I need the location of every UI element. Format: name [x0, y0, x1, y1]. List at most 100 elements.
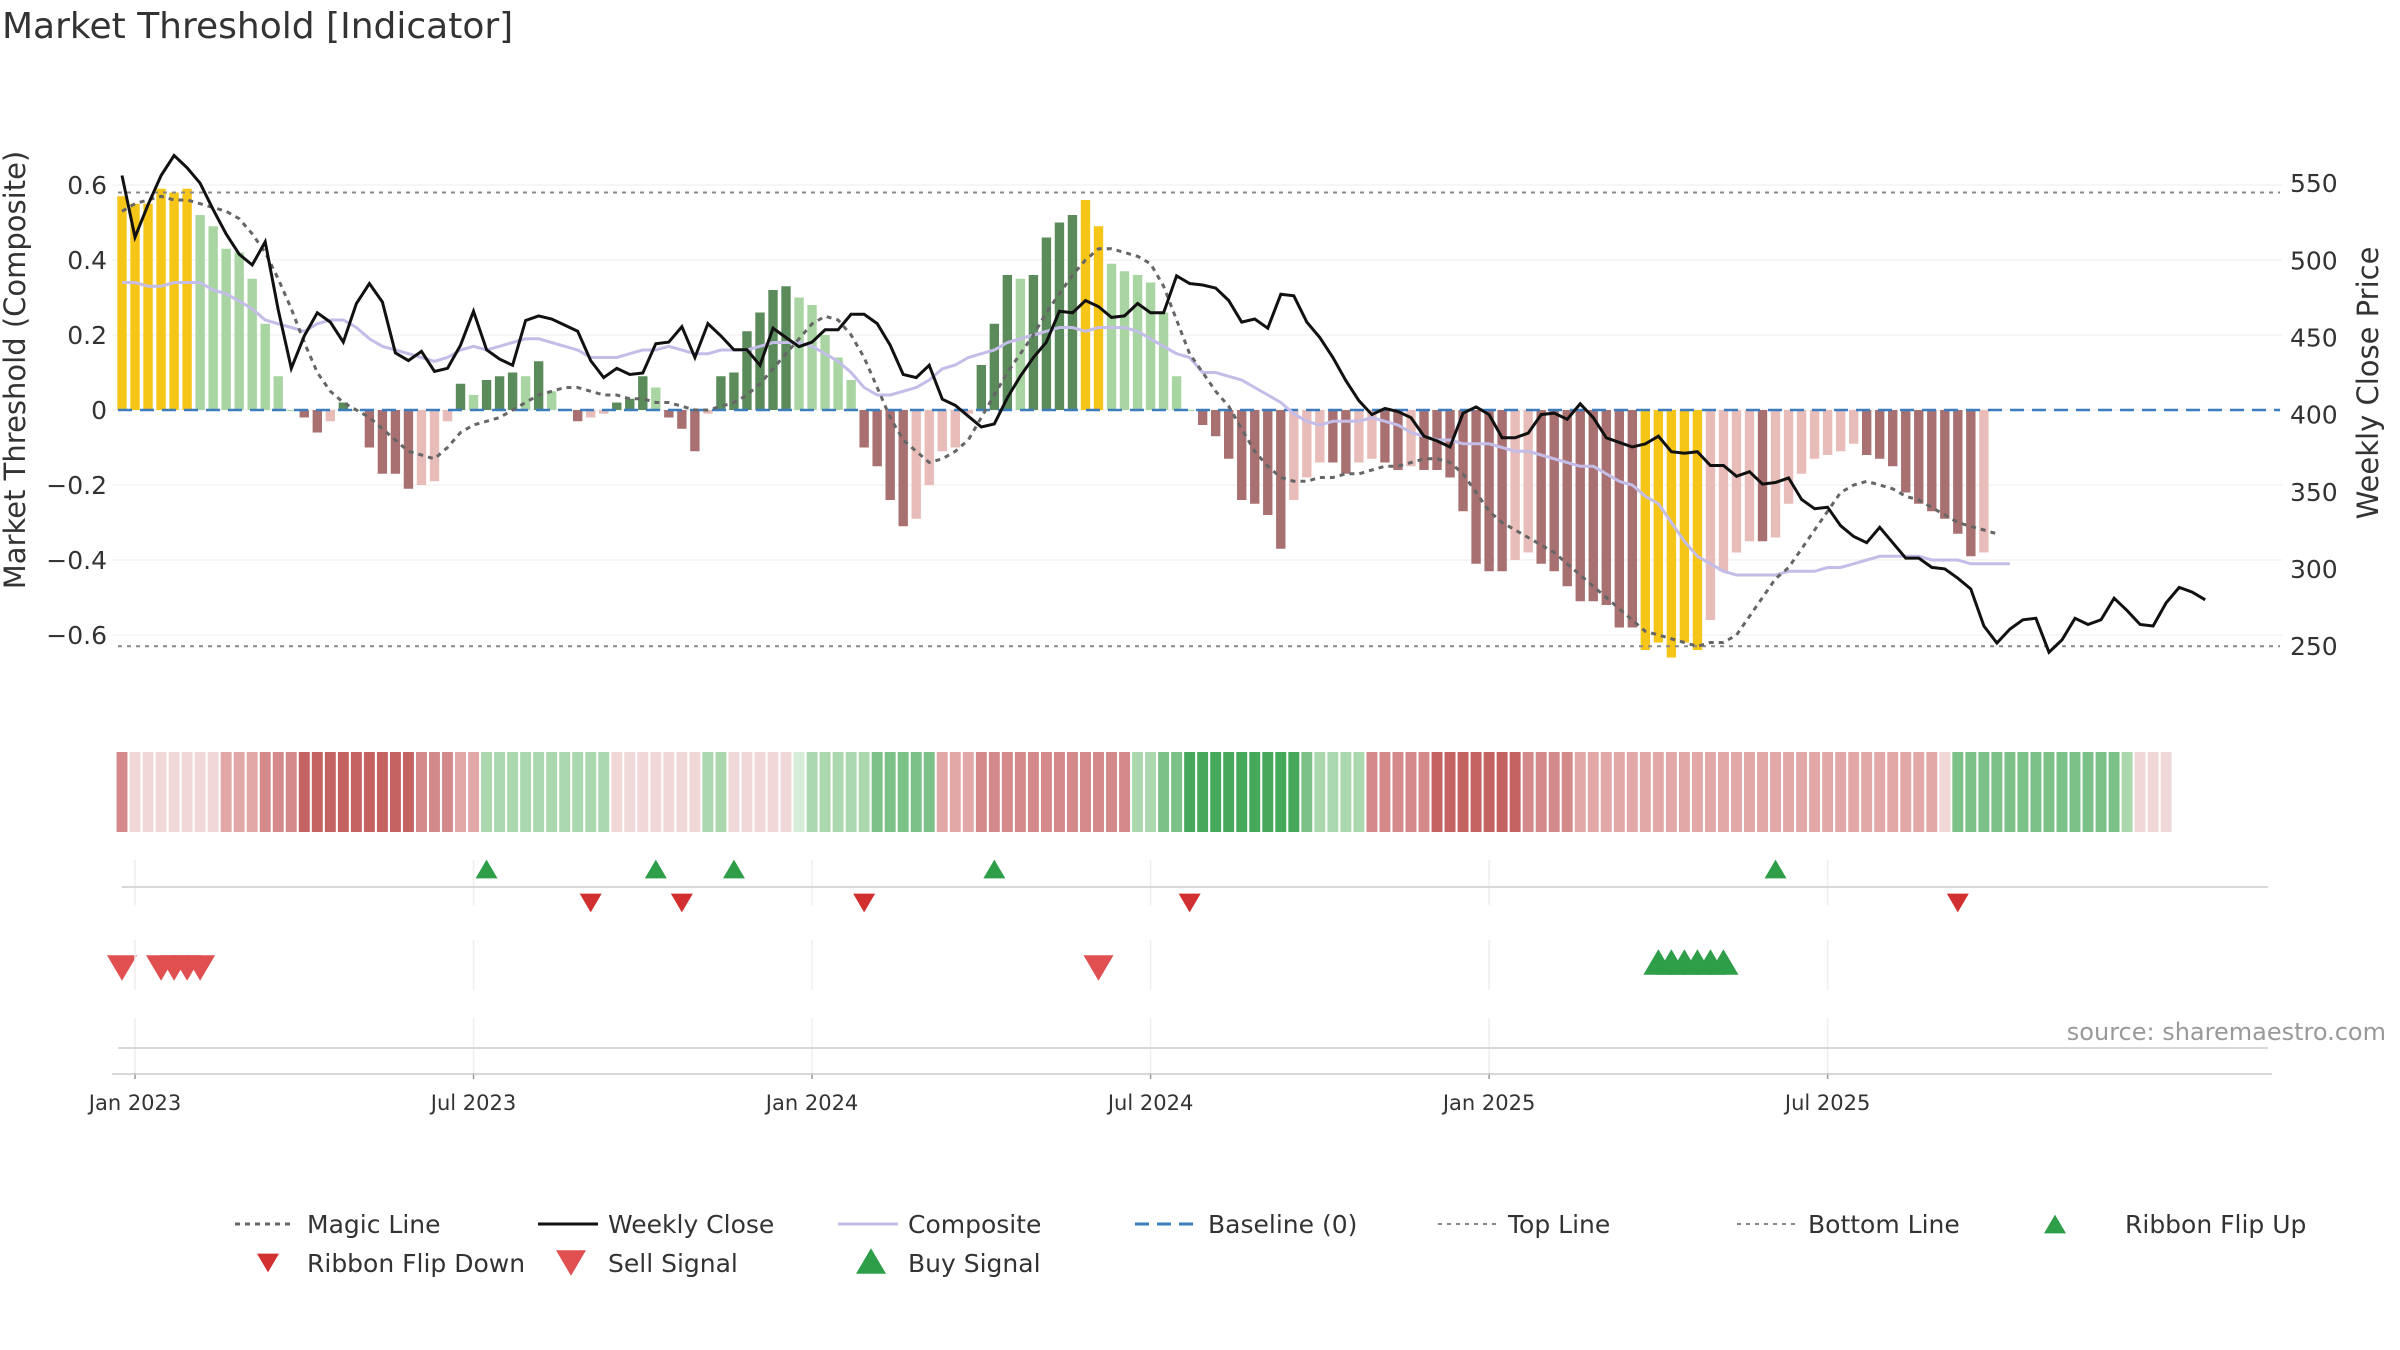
ribbon-cell — [1444, 752, 1456, 832]
ribbon-cell — [1887, 752, 1899, 832]
composite-bar — [924, 410, 934, 485]
ribbon-cell — [1106, 752, 1117, 832]
composite-bar — [429, 410, 440, 482]
x-tick-label-1: Jul 2023 — [429, 1091, 516, 1115]
ribbon-cell — [1197, 752, 1209, 832]
composite-bar — [1588, 410, 1598, 602]
ribbon-cell — [1431, 752, 1443, 832]
composite-bar — [1940, 410, 1950, 519]
ribbon-cell — [1965, 752, 1977, 832]
ribbon-cell — [2108, 752, 2120, 832]
ribbon-cell — [897, 752, 909, 832]
composite-bar — [677, 410, 687, 429]
ribbon-cell — [168, 752, 180, 832]
ribbon-cell — [350, 752, 362, 832]
ribbon-flip-up-marker — [475, 859, 498, 879]
ribbon-cell — [624, 752, 636, 832]
ribbon-cell — [1080, 752, 1091, 832]
composite-bar — [1106, 263, 1117, 410]
y-tick-right-3: 400 — [2290, 401, 2338, 430]
weekly-close-line — [120, 153, 2206, 655]
composite-bar — [1601, 410, 1611, 605]
composite-bar — [1406, 410, 1416, 467]
composite-bar — [338, 402, 349, 410]
legend-label-5: Bottom Line — [1808, 1210, 1960, 1239]
composite-bar — [976, 365, 987, 410]
ribbon-cell — [1027, 752, 1039, 832]
ribbon-cell — [1340, 752, 1352, 832]
ribbon-cell — [1770, 752, 1782, 832]
ribbon-cell — [1145, 752, 1157, 832]
ribbon-cell — [116, 752, 128, 832]
composite-bar — [221, 248, 231, 410]
ribbon-cell — [611, 752, 623, 832]
ribbon-cell — [194, 752, 206, 832]
ribbon-cell — [1288, 752, 1300, 832]
legend: Magic Line Weekly Close Composite Baseline … — [235, 1210, 2306, 1278]
ribbon-flip-up-marker — [1764, 859, 1787, 879]
ribbon-cell — [1835, 752, 1847, 832]
x-tick-label-2: Jan 2024 — [764, 1091, 859, 1115]
buy-signal-marker — [1708, 949, 1739, 975]
composite-bar — [273, 376, 283, 410]
ribbon-cell — [1783, 752, 1795, 832]
composite-bar — [442, 410, 453, 422]
ribbon-cell — [1483, 752, 1495, 832]
ribbon-cell — [324, 752, 336, 832]
composite-bar — [1549, 410, 1559, 572]
ribbon-cell — [663, 752, 675, 832]
legend-swatch-sell — [556, 1250, 586, 1276]
chart-title: Market Threshold [Indicator] — [2, 6, 513, 47]
ribbon-cell — [806, 752, 818, 832]
composite-bar — [1367, 410, 1377, 459]
composite-bar — [1510, 410, 1520, 560]
ribbon-cell — [1652, 752, 1664, 832]
composite-bar — [625, 398, 635, 410]
composite-bar — [195, 215, 205, 410]
composite-bar — [1679, 410, 1690, 643]
ribbon-cell — [1119, 752, 1131, 832]
sell-signal-marker — [107, 955, 137, 981]
composite-bar — [546, 391, 557, 410]
ribbon-cell — [1991, 752, 2003, 832]
composite-bar — [1914, 410, 1924, 504]
composite-bar — [494, 376, 505, 410]
y-tick-right-1: 500 — [2290, 246, 2338, 275]
ribbon-cell — [389, 752, 401, 832]
composite-bar — [1731, 410, 1742, 553]
composite-bar — [1393, 410, 1403, 470]
composite-bar — [768, 290, 778, 410]
ribbon-flip-down-marker — [579, 893, 602, 913]
composite-bar — [1054, 222, 1065, 410]
composite-bar — [612, 402, 622, 410]
legend-item-6: Ribbon Flip Up — [2044, 1210, 2306, 1239]
ribbon-flip-down-marker — [853, 893, 876, 913]
legend-label-8: Sell Signal — [608, 1249, 738, 1278]
composite-bar — [260, 323, 270, 410]
composite-bar — [1770, 410, 1781, 538]
ribbon-cell — [2160, 752, 2172, 832]
composite-bar — [1171, 376, 1182, 410]
composite-bar — [130, 203, 140, 410]
composite-bar — [1575, 410, 1585, 602]
y-tick-left-3: 0 — [91, 396, 107, 425]
y-axis-right-label: Weekly Close Price — [2351, 247, 2385, 520]
ribbon-cell — [337, 752, 349, 832]
magic-line — [121, 194, 1998, 648]
composite-bar — [520, 376, 531, 410]
legend-label-2: Composite — [908, 1210, 1041, 1239]
composite-bar — [950, 410, 960, 448]
ribbon-cell — [1913, 752, 1925, 832]
ribbon-cell — [2095, 752, 2107, 832]
legend-item-9: Buy Signal — [856, 1248, 1041, 1278]
y-tick-left-5: −0.4 — [46, 546, 107, 575]
ribbon-cell — [585, 752, 597, 832]
ribbon-cell — [2056, 752, 2068, 832]
ribbon-cell — [1639, 752, 1651, 832]
composite-bar — [638, 376, 648, 410]
composite-bar — [1718, 410, 1729, 572]
legend-item-8: Sell Signal — [556, 1249, 738, 1278]
ribbon-cell — [572, 752, 584, 832]
ribbon-cell — [975, 752, 987, 832]
ribbon-cell — [650, 752, 662, 832]
